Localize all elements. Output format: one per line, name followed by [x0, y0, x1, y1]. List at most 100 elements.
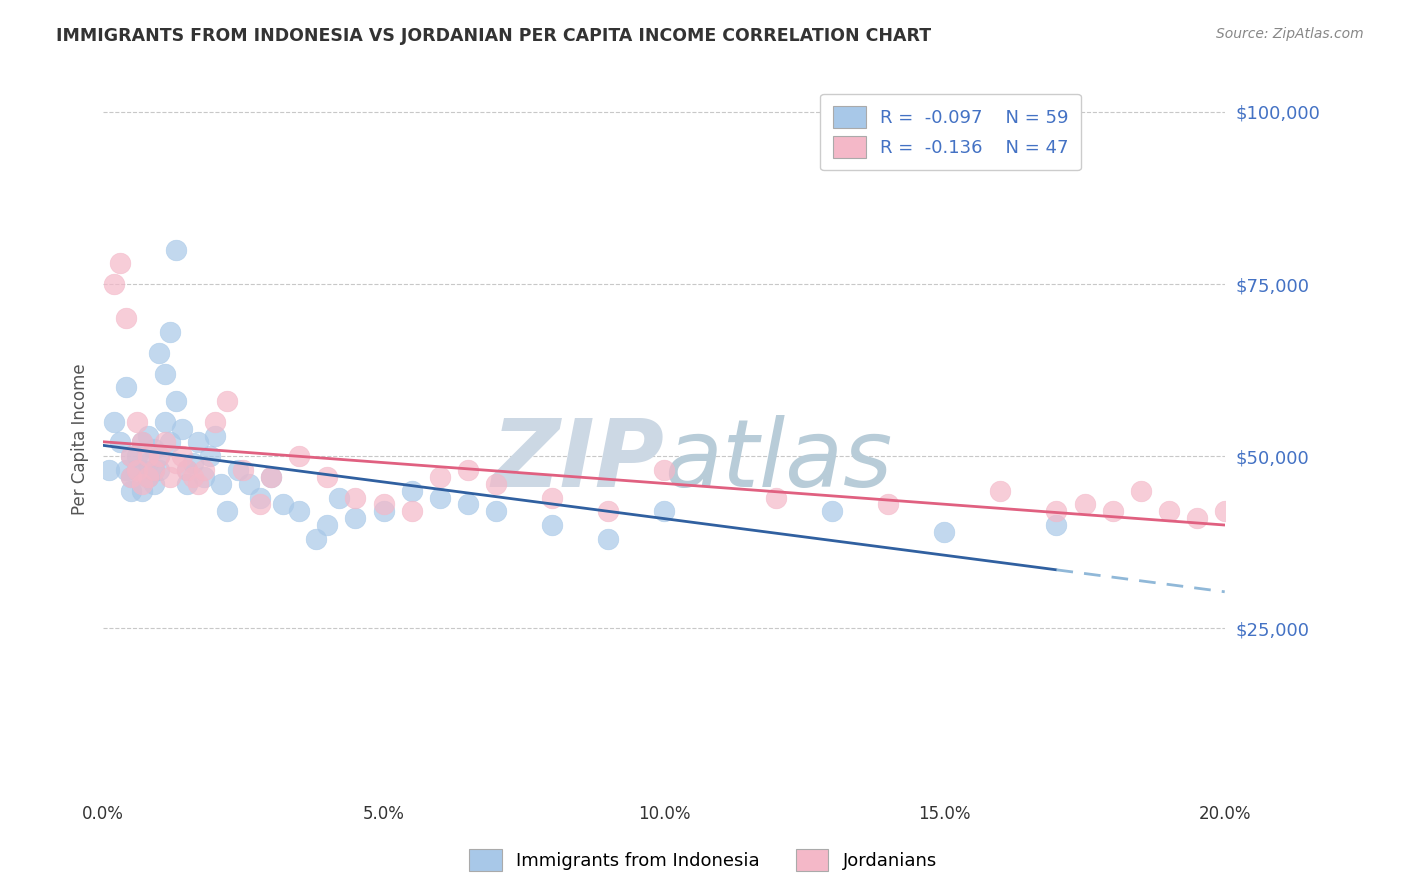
Point	[187, 435, 209, 450]
Point	[429, 491, 451, 505]
Point	[485, 476, 508, 491]
Y-axis label: Per Capita Income: Per Capita Income	[72, 363, 89, 515]
Point	[209, 476, 232, 491]
Point	[176, 463, 198, 477]
Point	[103, 415, 125, 429]
Point	[153, 415, 176, 429]
Point	[328, 491, 350, 505]
Point	[540, 491, 562, 505]
Point	[136, 428, 159, 442]
Point	[125, 463, 148, 477]
Point	[204, 428, 226, 442]
Point	[181, 456, 204, 470]
Point	[148, 449, 170, 463]
Point	[125, 415, 148, 429]
Point	[131, 435, 153, 450]
Point	[136, 449, 159, 463]
Point	[193, 463, 215, 477]
Point	[148, 346, 170, 360]
Point	[260, 470, 283, 484]
Point	[1129, 483, 1152, 498]
Point	[148, 463, 170, 477]
Point	[596, 504, 619, 518]
Point	[1101, 504, 1123, 518]
Point	[373, 504, 395, 518]
Point	[344, 511, 367, 525]
Text: IMMIGRANTS FROM INDONESIA VS JORDANIAN PER CAPITA INCOME CORRELATION CHART: IMMIGRANTS FROM INDONESIA VS JORDANIAN P…	[56, 27, 931, 45]
Point	[131, 483, 153, 498]
Point	[103, 277, 125, 291]
Point	[260, 470, 283, 484]
Point	[934, 524, 956, 539]
Point	[176, 463, 198, 477]
Point	[165, 394, 187, 409]
Point	[142, 476, 165, 491]
Point	[136, 470, 159, 484]
Point	[97, 463, 120, 477]
Text: Source: ZipAtlas.com: Source: ZipAtlas.com	[1216, 27, 1364, 41]
Point	[114, 380, 136, 394]
Point	[114, 463, 136, 477]
Point	[249, 498, 271, 512]
Text: ZIP: ZIP	[491, 415, 664, 507]
Text: atlas: atlas	[664, 415, 893, 507]
Point	[1045, 504, 1067, 518]
Point	[120, 449, 142, 463]
Point	[131, 476, 153, 491]
Point	[288, 449, 311, 463]
Point	[249, 491, 271, 505]
Point	[344, 491, 367, 505]
Point	[131, 463, 153, 477]
Point	[153, 435, 176, 450]
Point	[142, 463, 165, 477]
Point	[401, 483, 423, 498]
Point	[120, 449, 142, 463]
Point	[125, 463, 148, 477]
Point	[136, 456, 159, 470]
Point	[271, 498, 294, 512]
Point	[652, 463, 675, 477]
Point	[120, 483, 142, 498]
Point	[316, 518, 339, 533]
Point	[120, 470, 142, 484]
Point	[316, 470, 339, 484]
Point	[457, 498, 479, 512]
Point	[187, 476, 209, 491]
Point	[457, 463, 479, 477]
Point	[114, 311, 136, 326]
Point	[401, 504, 423, 518]
Point	[305, 532, 328, 546]
Point	[108, 256, 131, 270]
Point	[226, 463, 249, 477]
Point	[1185, 511, 1208, 525]
Point	[176, 476, 198, 491]
Point	[198, 449, 221, 463]
Point	[136, 470, 159, 484]
Point	[1157, 504, 1180, 518]
Point	[877, 498, 900, 512]
Point	[125, 449, 148, 463]
Point	[1213, 504, 1236, 518]
Point	[120, 470, 142, 484]
Point	[131, 435, 153, 450]
Point	[485, 504, 508, 518]
Point	[181, 470, 204, 484]
Point	[429, 470, 451, 484]
Legend: R =  -0.097    N = 59, R =  -0.136    N = 47: R = -0.097 N = 59, R = -0.136 N = 47	[820, 94, 1081, 170]
Point	[153, 367, 176, 381]
Point	[165, 456, 187, 470]
Point	[159, 470, 181, 484]
Point	[990, 483, 1012, 498]
Point	[170, 449, 193, 463]
Point	[652, 504, 675, 518]
Point	[148, 449, 170, 463]
Point	[193, 470, 215, 484]
Point	[159, 326, 181, 340]
Point	[165, 243, 187, 257]
Point	[215, 504, 238, 518]
Point	[238, 476, 260, 491]
Point	[108, 435, 131, 450]
Point	[288, 504, 311, 518]
Point	[204, 415, 226, 429]
Point	[159, 435, 181, 450]
